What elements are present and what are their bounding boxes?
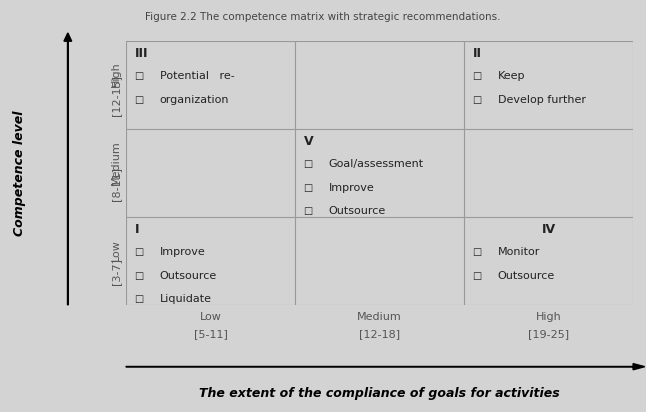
- Text: □: □: [134, 71, 143, 81]
- Text: Figure 2.2 The competence matrix with strategic recommendations.: Figure 2.2 The competence matrix with st…: [145, 12, 501, 22]
- Text: □: □: [472, 271, 482, 281]
- Text: □: □: [134, 247, 143, 257]
- Text: Competence level: Competence level: [13, 110, 26, 236]
- Text: □: □: [304, 159, 313, 169]
- Text: Keep: Keep: [498, 71, 525, 81]
- Text: organization: organization: [160, 95, 229, 105]
- Text: □: □: [134, 271, 143, 281]
- Text: □: □: [472, 71, 482, 81]
- Text: □: □: [472, 95, 482, 105]
- Text: Low: Low: [200, 312, 222, 322]
- Text: □: □: [304, 183, 313, 193]
- Text: Outsource: Outsource: [498, 271, 555, 281]
- Text: Outsource: Outsource: [160, 271, 217, 281]
- Text: [12-18]: [12-18]: [359, 330, 400, 339]
- Text: V: V: [304, 135, 313, 148]
- Text: The extent of the compliance of goals for activities: The extent of the compliance of goals fo…: [199, 387, 560, 400]
- Text: □: □: [134, 294, 143, 304]
- Text: Monitor: Monitor: [498, 247, 540, 257]
- Text: [12-15]: [12-15]: [111, 75, 121, 116]
- Text: II: II: [472, 47, 481, 60]
- Text: Medium: Medium: [357, 312, 402, 322]
- Text: Low: Low: [111, 239, 121, 261]
- Text: III: III: [134, 47, 148, 60]
- Text: [3-7]: [3-7]: [111, 258, 121, 285]
- Text: I: I: [134, 223, 139, 236]
- Text: Outsource: Outsource: [329, 206, 386, 216]
- Text: Potential   re-: Potential re-: [160, 71, 234, 81]
- Text: High: High: [111, 62, 121, 87]
- Text: High: High: [536, 312, 561, 322]
- Text: [8-11]: [8-11]: [111, 166, 121, 201]
- Text: Improve: Improve: [329, 183, 375, 193]
- Text: IV: IV: [541, 223, 556, 236]
- Text: [19-25]: [19-25]: [528, 330, 569, 339]
- Text: Develop further: Develop further: [498, 95, 586, 105]
- Text: □: □: [472, 247, 482, 257]
- Text: [5-11]: [5-11]: [194, 330, 227, 339]
- Text: □: □: [134, 95, 143, 105]
- Text: Medium: Medium: [111, 140, 121, 185]
- Text: Liquidate: Liquidate: [160, 294, 212, 304]
- Text: □: □: [304, 206, 313, 216]
- Text: Goal/assessment: Goal/assessment: [329, 159, 424, 169]
- Text: Improve: Improve: [160, 247, 205, 257]
